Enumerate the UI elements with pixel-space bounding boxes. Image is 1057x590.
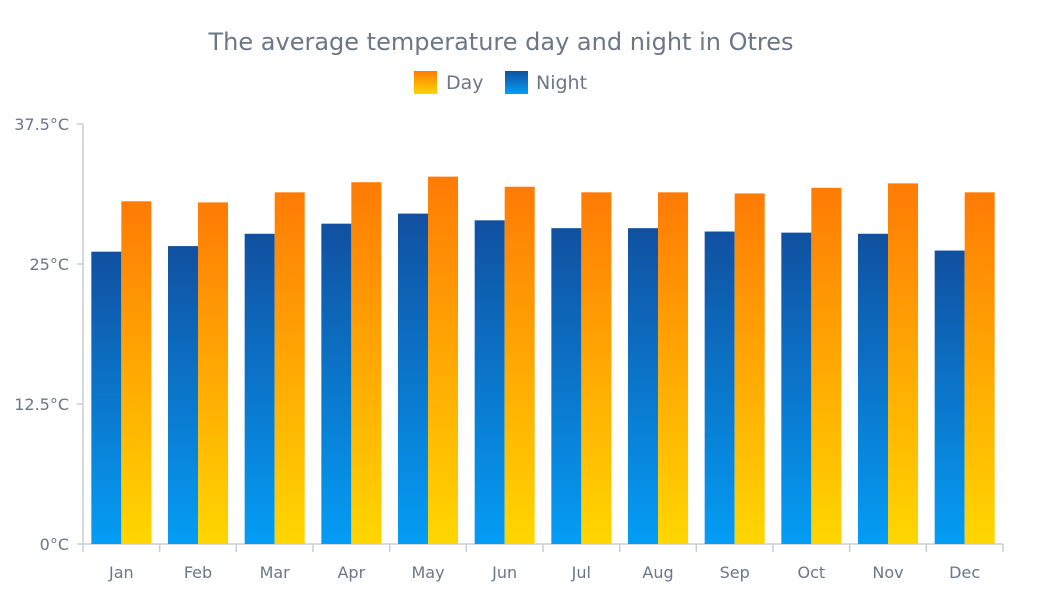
bar-day-jul[interactable] (581, 192, 612, 544)
bar-day-sep[interactable] (734, 193, 765, 544)
legend: Day Night (414, 71, 587, 94)
bar-day-oct[interactable] (811, 187, 842, 544)
bar-night-mar[interactable] (244, 233, 275, 544)
legend-item-night[interactable]: Night (505, 71, 587, 94)
x-tick-label: Mar (260, 563, 291, 582)
bar-night-jun[interactable] (474, 220, 505, 544)
bar-night-jan[interactable] (91, 251, 122, 544)
y-tick-label: 0°C (40, 535, 69, 554)
y-tick-label: 37.5°C (14, 115, 69, 134)
chart-title: The average temperature day and night in… (208, 28, 794, 56)
bar-day-jun[interactable] (504, 186, 535, 544)
x-tick-label: Jul (571, 563, 591, 582)
bars (91, 176, 995, 545)
x-axis: Jan Feb Mar Apr May Jun Jul Aug Sep Oct Nov Dec (82, 543, 1004, 582)
legend-label-day: Day (446, 72, 484, 94)
x-tick-label: May (411, 563, 444, 582)
bar-night-jul[interactable] (551, 228, 582, 544)
x-tick-label: Jun (491, 563, 517, 582)
x-tick-label: Apr (337, 563, 365, 582)
bar-day-nov[interactable] (888, 183, 918, 545)
x-tick-label: Feb (184, 563, 212, 582)
bar-night-dec[interactable] (934, 250, 965, 544)
bar-night-sep[interactable] (704, 231, 735, 544)
y-tick-label: 25°C (29, 255, 69, 274)
bar-day-dec[interactable] (964, 192, 995, 544)
bar-day-apr[interactable] (351, 182, 382, 545)
bar-night-apr[interactable] (321, 223, 352, 544)
bar-day-mar[interactable] (274, 192, 305, 544)
bar-day-feb[interactable] (198, 202, 228, 544)
x-tick-label: Dec (949, 563, 980, 582)
legend-swatch-day (414, 71, 437, 94)
x-tick-label: Oct (797, 563, 825, 582)
legend-item-day[interactable]: Day (414, 71, 484, 94)
x-tick-label: Aug (642, 563, 673, 582)
x-tick-label: Jan (108, 563, 134, 582)
bar-day-jan[interactable] (121, 201, 152, 544)
bar-night-feb[interactable] (168, 246, 198, 544)
x-tick-label: Sep (720, 563, 750, 582)
bar-night-oct[interactable] (781, 232, 812, 544)
bar-day-aug[interactable] (658, 192, 688, 544)
y-tick-label: 12.5°C (14, 395, 69, 414)
legend-swatch-night (505, 71, 528, 94)
legend-label-night: Night (536, 72, 587, 94)
y-axis: 0°C 12.5°C 25°C 37.5°C (14, 115, 84, 554)
bar-night-aug[interactable] (628, 228, 658, 544)
bar-day-may[interactable] (428, 176, 458, 544)
bar-night-nov[interactable] (858, 233, 888, 544)
bar-night-may[interactable] (398, 213, 428, 544)
x-tick-label: Nov (872, 563, 903, 582)
